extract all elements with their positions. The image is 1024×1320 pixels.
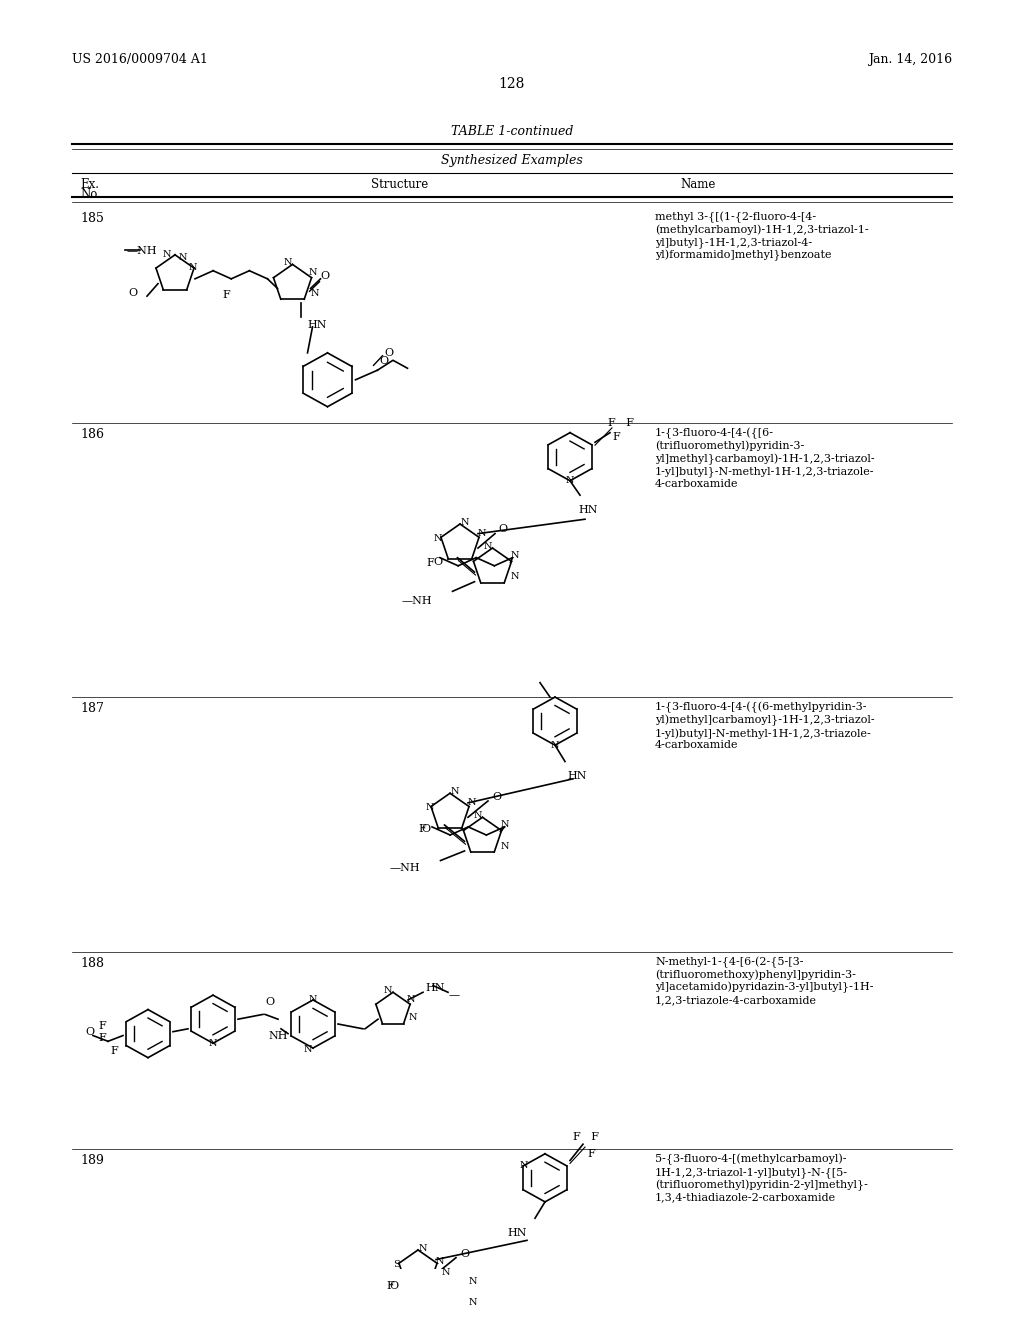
Text: 187: 187 — [80, 702, 103, 715]
Text: N: N — [501, 821, 509, 829]
Text: HN: HN — [307, 321, 327, 330]
Text: N: N — [468, 1299, 477, 1307]
Text: N: N — [441, 1267, 450, 1276]
Text: F: F — [587, 1148, 595, 1159]
Text: N: N — [188, 263, 198, 272]
Text: N: N — [419, 1243, 427, 1253]
Text: HN: HN — [578, 504, 597, 515]
Text: O: O — [422, 824, 430, 834]
Text: O: O — [265, 997, 274, 1007]
Text: 185: 185 — [80, 211, 103, 224]
Text: N: N — [551, 741, 559, 750]
Text: —NH: —NH — [127, 246, 158, 256]
Text: N: N — [304, 1044, 312, 1053]
Text: US 2016/0009704 A1: US 2016/0009704 A1 — [72, 53, 208, 66]
Text: 5-{3-fluoro-4-[(methylcarbamoyl)-
1H-1,2,3-triazol-1-yl]butyl}-N-{[5-
(trifluoro: 5-{3-fluoro-4-[(methylcarbamoyl)- 1H-1,2… — [655, 1154, 868, 1203]
Text: F   F: F F — [573, 1133, 599, 1143]
Text: N: N — [510, 573, 519, 581]
Text: N: N — [468, 1278, 477, 1286]
Text: O: O — [86, 1027, 95, 1036]
Text: N: N — [510, 552, 519, 560]
Text: —: — — [449, 990, 460, 1001]
Text: O: O — [380, 355, 389, 366]
Text: N: N — [483, 541, 492, 550]
Text: N: N — [179, 253, 187, 263]
Text: N: N — [409, 1012, 417, 1022]
Text: N: N — [451, 787, 459, 796]
Text: NH: NH — [268, 1031, 288, 1040]
Text: N: N — [478, 529, 486, 539]
Text: N: N — [473, 810, 481, 820]
Text: O: O — [389, 1280, 398, 1291]
Text: N: N — [384, 986, 392, 995]
Text: F: F — [386, 1280, 394, 1291]
Text: N-methyl-1-{4-[6-(2-{5-[3-
(trifluoromethoxy)phenyl]pyridin-3-
yl]acetamido)pyri: N-methyl-1-{4-[6-(2-{5-[3- (trifluoromet… — [655, 957, 873, 1005]
Text: F: F — [111, 1045, 118, 1056]
Text: 128: 128 — [499, 77, 525, 91]
Text: 1-{3-fluoro-4-[4-({[6-
(trifluoromethyl)pyridin-3-
yl]methyl}carbamoyl)-1H-1,2,3: 1-{3-fluoro-4-[4-({[6- (trifluoromethyl)… — [655, 428, 874, 488]
Text: F: F — [418, 824, 426, 834]
Text: F: F — [222, 290, 230, 301]
Text: N: N — [501, 842, 509, 850]
Text: 189: 189 — [80, 1154, 103, 1167]
Text: HN: HN — [425, 982, 444, 993]
Text: 1-{3-fluoro-4-[4-({(6-methylpyridin-3-
yl)methyl]carbamoyl}-1H-1,2,3-triazol-
1-: 1-{3-fluoro-4-[4-({(6-methylpyridin-3- y… — [655, 702, 874, 750]
Text: HN: HN — [567, 771, 587, 781]
Text: Name: Name — [680, 178, 716, 191]
Text: O: O — [433, 557, 442, 568]
Text: methyl 3-{[(1-{2-fluoro-4-[4-
(methylcarbamoyl)-1H-1,2,3-triazol-1-
yl]butyl}-1H: methyl 3-{[(1-{2-fluoro-4-[4- (methylcar… — [655, 211, 868, 260]
Text: N: N — [426, 803, 434, 812]
Text: N: N — [309, 995, 317, 1005]
Text: N: N — [461, 517, 469, 527]
Text: 188: 188 — [80, 957, 104, 970]
Text: F: F — [612, 433, 620, 442]
Text: N: N — [284, 257, 292, 267]
Text: N: N — [407, 995, 416, 1005]
Text: N: N — [519, 1162, 527, 1171]
Text: N: N — [468, 799, 476, 808]
Text: N: N — [310, 289, 318, 298]
Text: O: O — [128, 288, 137, 298]
Text: F: F — [98, 1034, 106, 1043]
Text: Ex.: Ex. — [80, 178, 99, 191]
Text: N: N — [308, 268, 316, 277]
Text: O: O — [460, 1249, 469, 1259]
Text: N: N — [565, 477, 574, 486]
Text: S: S — [392, 1259, 399, 1269]
Text: TABLE 1-continued: TABLE 1-continued — [451, 125, 573, 139]
Text: N: N — [436, 1257, 444, 1266]
Text: N: N — [434, 535, 442, 543]
Text: O: O — [498, 524, 507, 533]
Text: Jan. 14, 2016: Jan. 14, 2016 — [868, 53, 952, 66]
Text: —NH: —NH — [390, 863, 421, 874]
Text: F   F: F F — [608, 418, 634, 428]
Text: —NH: —NH — [401, 597, 432, 606]
Text: O: O — [492, 792, 501, 803]
Text: 186: 186 — [80, 428, 104, 441]
Text: Synthesized Examples: Synthesized Examples — [441, 154, 583, 166]
Text: N: N — [209, 1039, 217, 1048]
Text: F: F — [98, 1020, 106, 1031]
Text: N: N — [163, 251, 171, 259]
Text: Structure: Structure — [372, 178, 429, 191]
Text: O: O — [384, 348, 393, 358]
Text: HN: HN — [508, 1228, 527, 1238]
Text: F: F — [426, 557, 434, 568]
Text: O: O — [319, 271, 329, 281]
Text: No.: No. — [80, 189, 101, 202]
